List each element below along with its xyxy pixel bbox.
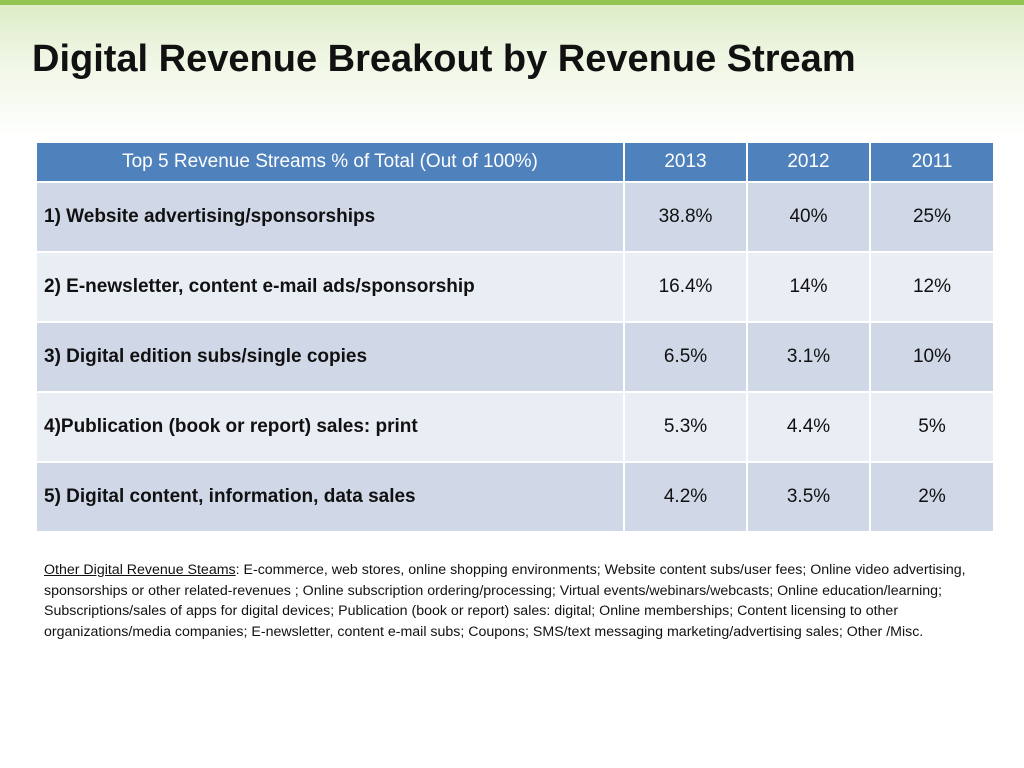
top-accent-rule [0,0,1024,5]
table-row: 1) Website advertising/sponsorships 38.8… [35,181,995,253]
other-streams-note: Other Digital Revenue Steams: E-commerce… [44,560,984,642]
slide-title: Digital Revenue Breakout by Revenue Stre… [32,38,856,80]
stream-label: 1) Website advertising/sponsorships [35,181,625,253]
header-2012: 2012 [746,141,871,183]
revenue-table: Top 5 Revenue Streams % of Total (Out of… [35,141,995,533]
value-2011: 10% [869,321,995,393]
table-row: 5) Digital content, information, data sa… [35,461,995,533]
header-2011: 2011 [869,141,995,183]
note-text: : E-commerce, web stores, online shoppin… [44,562,966,640]
value-2013: 4.2% [623,461,748,533]
value-2013: 16.4% [623,251,748,323]
table-row: 3) Digital edition subs/single copies 6.… [35,321,995,393]
note-label: Other Digital Revenue Steams [44,562,236,578]
table-row: 2) E-newsletter, content e-mail ads/spon… [35,251,995,323]
stream-label: 2) E-newsletter, content e-mail ads/spon… [35,251,625,323]
value-2011: 12% [869,251,995,323]
value-2012: 3.5% [746,461,871,533]
value-2012: 40% [746,181,871,253]
table-header-row: Top 5 Revenue Streams % of Total (Out of… [35,141,995,183]
value-2012: 3.1% [746,321,871,393]
value-2013: 38.8% [623,181,748,253]
value-2013: 6.5% [623,321,748,393]
value-2012: 4.4% [746,391,871,463]
value-2012: 14% [746,251,871,323]
value-2011: 2% [869,461,995,533]
stream-label: 5) Digital content, information, data sa… [35,461,625,533]
header-streams: Top 5 Revenue Streams % of Total (Out of… [35,141,625,183]
value-2011: 5% [869,391,995,463]
value-2013: 5.3% [623,391,748,463]
header-2013: 2013 [623,141,748,183]
table-row: 4)Publication (book or report) sales: pr… [35,391,995,463]
stream-label: 3) Digital edition subs/single copies [35,321,625,393]
stream-label: 4)Publication (book or report) sales: pr… [35,391,625,463]
value-2011: 25% [869,181,995,253]
header-gradient-band [0,0,1024,140]
